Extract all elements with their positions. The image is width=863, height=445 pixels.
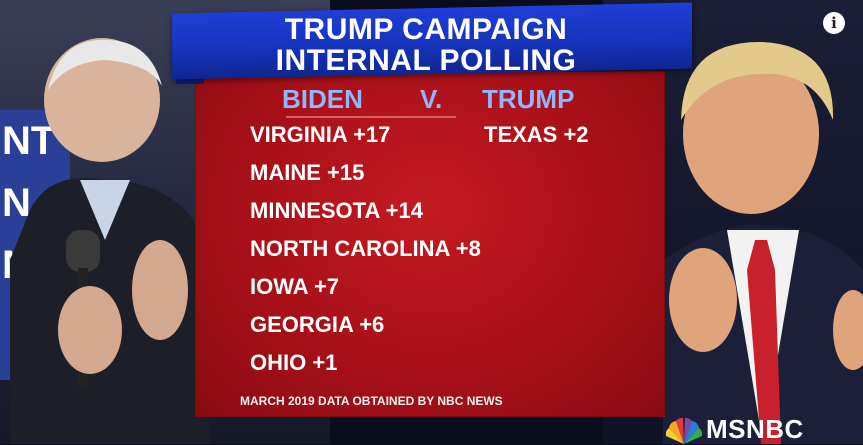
banner-title-line-2: INTERNAL POLLING (275, 44, 577, 77)
header-trump: TRUMP (482, 84, 575, 114)
state-item: NORTH CAROLINA +8 (250, 236, 481, 261)
state-item: OHIO +1 (250, 350, 338, 375)
network-logo-text: MSNBC (706, 414, 804, 444)
sign-text-2: N (2, 181, 31, 225)
trump-state-list: TEXAS +2 (484, 118, 589, 156)
trump-photo (663, 41, 863, 444)
state-item: MINNESOTA +14 (250, 198, 423, 223)
banner-title: TRUMP CAMPAIGN INTERNAL POLLING (206, 14, 646, 76)
state-item: TEXAS +2 (484, 122, 589, 147)
banner-title-line-1: TRUMP CAMPAIGN (284, 13, 568, 46)
info-icon[interactable]: i (823, 12, 845, 34)
state-item: VIRGINIA +17 (250, 122, 391, 147)
biden-photo (10, 38, 210, 444)
matchup-header: BIDEN V. TRUMP (200, 84, 660, 118)
biden-state-list: VIRGINIA +17 MAINE +15 MINNESOTA +14 NOR… (250, 118, 481, 384)
header-vs: V. (420, 84, 443, 114)
state-item: IOWA +7 (250, 274, 340, 299)
header-biden: BIDEN (282, 84, 363, 114)
source-footnote: MARCH 2019 DATA OBTAINED BY NBC NEWS (240, 394, 503, 408)
sign-text-1: NT (2, 119, 56, 163)
state-item: GEORGIA +6 (250, 312, 385, 337)
polling-board (196, 72, 664, 416)
state-item: MAINE +15 (250, 160, 365, 185)
peacock-logo-icon (666, 418, 702, 444)
header-underline (286, 116, 456, 118)
